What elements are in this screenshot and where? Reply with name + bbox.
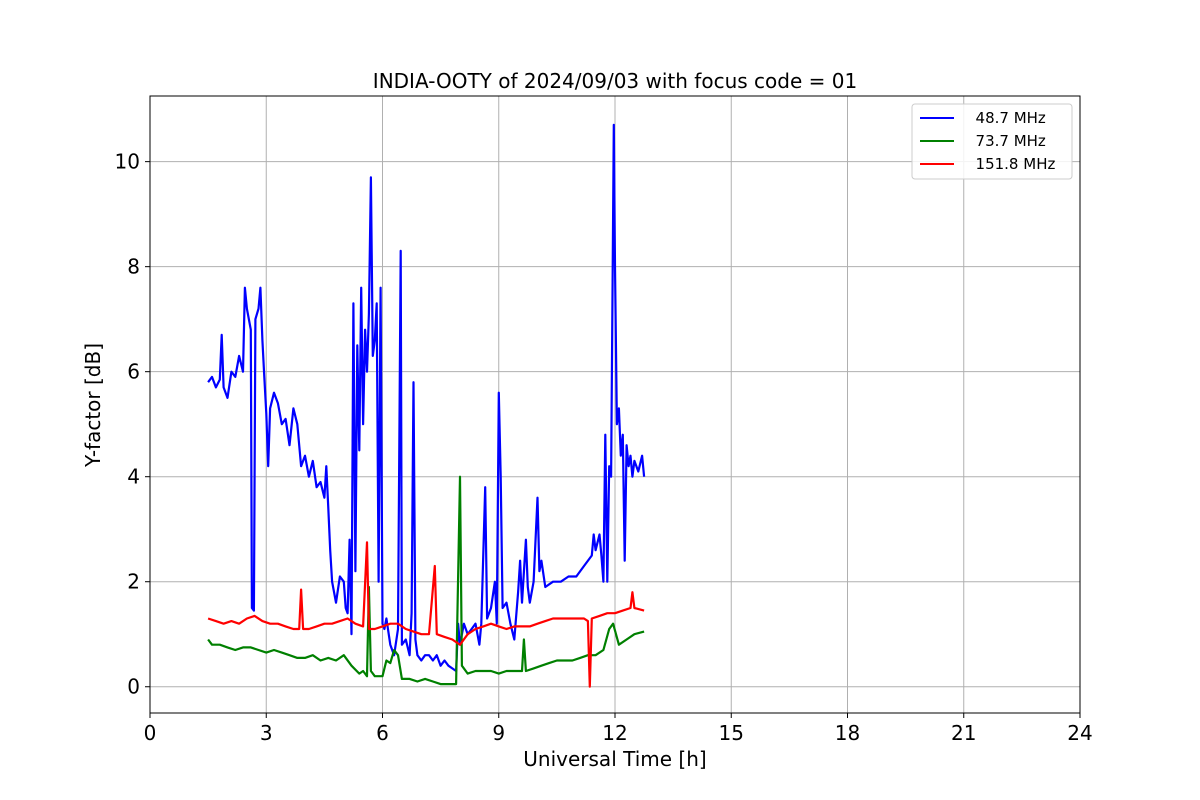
x-tick-label: 21 bbox=[951, 721, 976, 745]
y-tick-label: 10 bbox=[115, 150, 140, 174]
x-tick-label: 3 bbox=[260, 721, 273, 745]
x-tick-label: 0 bbox=[144, 721, 157, 745]
series-lines bbox=[207, 123, 646, 688]
x-tick-label: 18 bbox=[835, 721, 860, 745]
y-tick-label: 4 bbox=[127, 465, 140, 489]
legend-label-0: 48.7 MHz bbox=[966, 109, 1046, 127]
series-line-2 bbox=[207, 541, 645, 688]
x-tick-label: 24 bbox=[1067, 721, 1092, 745]
series-line-1 bbox=[207, 475, 645, 686]
legend-label-1: 73.7 MHz bbox=[966, 132, 1046, 150]
chart-title: INDIA-OOTY of 2024/09/03 with focus code… bbox=[373, 69, 857, 93]
x-axis-title: Universal Time [h] bbox=[523, 747, 706, 771]
x-tick-label: 6 bbox=[376, 721, 389, 745]
y-tick-label: 6 bbox=[127, 360, 140, 384]
x-tick-label: 9 bbox=[492, 721, 505, 745]
series-line-0 bbox=[207, 123, 646, 673]
legend: 48.7 MHz 73.7 MHz 151.8 MHz bbox=[911, 103, 1073, 180]
y-tick-label: 8 bbox=[127, 255, 140, 279]
legend-box bbox=[911, 103, 1073, 180]
y-tick-label: 0 bbox=[127, 675, 140, 699]
y-axis-title: Y-factor [dB] bbox=[81, 343, 105, 468]
legend-label-2: 151.8 MHz bbox=[966, 155, 1055, 173]
y-tick-label: 2 bbox=[127, 570, 140, 594]
x-tick-label: 15 bbox=[719, 721, 744, 745]
x-tick-label: 12 bbox=[602, 721, 627, 745]
